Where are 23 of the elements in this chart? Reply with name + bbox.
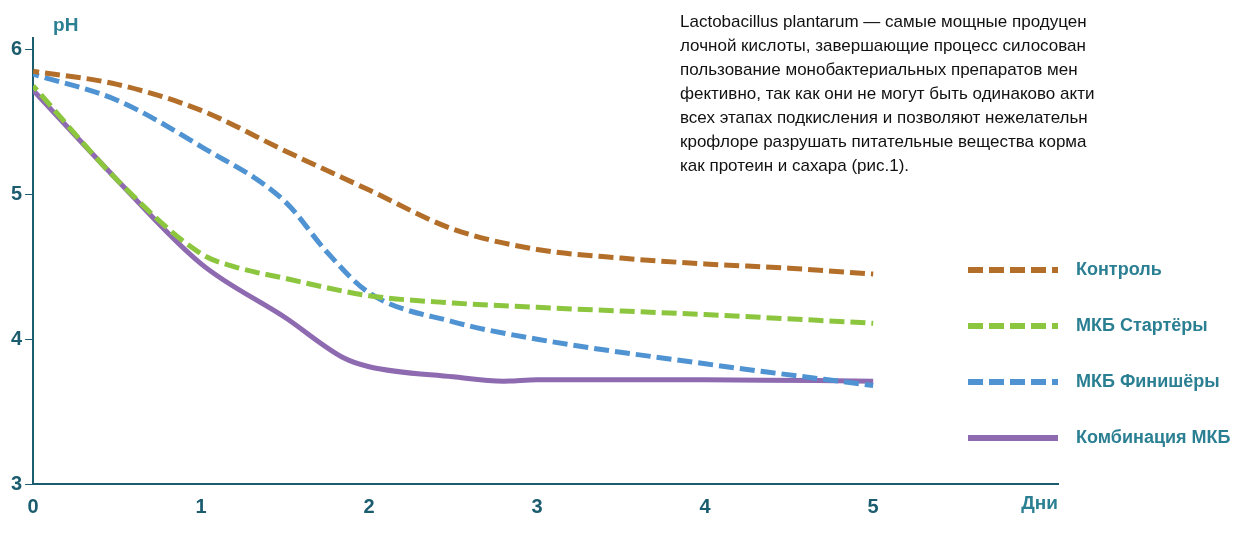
annotation: всех этапах подкисления и позволяют нежелательн	[680, 107, 1089, 129]
x-tick-label: 4	[699, 494, 712, 517]
y-tick-label: 3	[11, 471, 23, 494]
legend-label: Комбинация МКБ	[1076, 426, 1231, 447]
annotation: фективно, так как они не могут быть одинаково акти	[680, 83, 1095, 105]
annotation: пользование монобактериальных препаратов мен	[680, 59, 1079, 81]
legend-label: Контроль	[1076, 258, 1162, 279]
x-tick-label: 5	[867, 494, 879, 517]
x-tick-label: 2	[363, 494, 375, 517]
annotation: крофлоре разрушать питательные вещества корма	[680, 131, 1088, 153]
y-tick-label: 6	[11, 37, 23, 60]
x-tick-label: 1	[195, 494, 207, 517]
y-tick-label: 5	[11, 181, 23, 204]
text: Lactobacillus plantarum — самые мощные продуцен	[680, 11, 1088, 33]
y-axis-title: pH	[53, 13, 79, 35]
y-tick-label: 4	[11, 326, 23, 349]
annotation: лочной кислоты, завершающие процесс силосован	[680, 35, 1087, 57]
legend-label: МКБ Стартёры	[1076, 314, 1208, 335]
annotation: как протеин и сахара (рис.1).	[680, 155, 911, 177]
x-tick-label: 3	[531, 494, 543, 517]
x-axis-title: Дни	[1021, 491, 1058, 513]
x-tick-label: 0	[27, 494, 39, 517]
legend-label: МКБ Финишёры	[1076, 370, 1220, 391]
